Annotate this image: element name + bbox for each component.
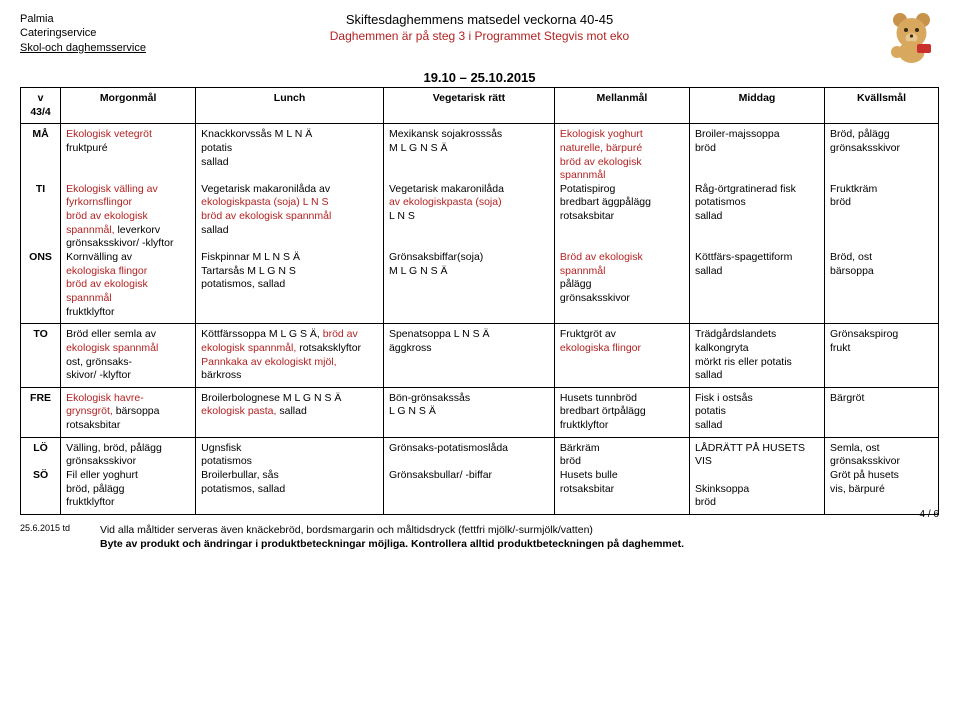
footer-line-2: Byte av produkt och ändringar i produktb…	[100, 537, 939, 551]
menu-cell: Fruktgröt avekologiska flingor	[554, 324, 689, 388]
table-row: FREEkologisk havre-grynsgröt, bärsopparo…	[21, 387, 939, 437]
menu-cell: UgnsfiskpotatismosBroilerbullar, såspota…	[196, 437, 384, 514]
menu-cell: LÅDRÄTT PÅ HUSETS VISSkinksoppabröd	[689, 437, 824, 514]
menu-cell: Mexikansk sojakrosssåsM L G N S ÄVegetar…	[383, 124, 554, 324]
teddy-bear-logo	[884, 8, 939, 63]
menu-cell: Bröd eller semla avekologisk spannmålost…	[61, 324, 196, 388]
menu-cell: Bröd, pålägggrönsaksskivorFruktkrämbrödB…	[824, 124, 938, 324]
menu-cell: Semla, ostgrönsaksskivorGröt på husetsvi…	[824, 437, 938, 514]
menu-cell: Broiler-majssoppabrödRåg-örtgratinerad f…	[689, 124, 824, 324]
footer: 4 / 6 25.6.2015 td Vid alla måltider ser…	[20, 523, 939, 551]
col-lunch: Lunch	[196, 88, 384, 124]
footer-date: 25.6.2015 td	[20, 523, 70, 533]
col-dinner: Middag	[689, 88, 824, 124]
day-cell: MÅTIONS	[21, 124, 61, 324]
menu-cell: Husets tunnbrödbredbart örtpåläggfruktkl…	[554, 387, 689, 437]
day-cell: LÖSÖ	[21, 437, 61, 514]
menu-cell: Spenatsoppa L N S Ääggkross	[383, 324, 554, 388]
menu-table: v 43/4 Morgonmål Lunch Vegetarisk rätt M…	[20, 87, 939, 515]
footer-text: Vid alla måltider serveras även knäckebr…	[100, 523, 939, 551]
col-evening: Kvällsmål	[824, 88, 938, 124]
table-header-row: v 43/4 Morgonmål Lunch Vegetarisk rätt M…	[21, 88, 939, 124]
col-week: v 43/4	[21, 88, 61, 124]
page-number: 4 / 6	[920, 509, 939, 520]
day-cell: TO	[21, 324, 61, 388]
day-cell: FRE	[21, 387, 61, 437]
menu-cell: Broilerbolognese M L G N S Äekologisk pa…	[196, 387, 384, 437]
menu-cell: Knackkorvssås M L N ÄpotatissalladVegeta…	[196, 124, 384, 324]
menu-cell: Välling, bröd, pålägggrönsaksskivorFil e…	[61, 437, 196, 514]
page-title: Skiftesdaghemmens matsedel veckorna 40-4…	[20, 12, 939, 27]
menu-cell: Köttfärssoppa M L G S Ä, bröd avekologis…	[196, 324, 384, 388]
menu-cell: Ekologisk yoghurtnaturelle, bärpurébröd …	[554, 124, 689, 324]
menu-cell: Bön-grönsakssåsL G N S Ä	[383, 387, 554, 437]
footer-line-1: Vid alla måltider serveras även knäckebr…	[100, 523, 939, 537]
table-row: LÖSÖVälling, bröd, pålägggrönsaksskivorF…	[21, 437, 939, 514]
table-row: TOBröd eller semla avekologisk spannmålo…	[21, 324, 939, 388]
header-center: Skiftesdaghemmens matsedel veckorna 40-4…	[20, 12, 939, 43]
menu-cell: Trädgårdslandetskalkongrytamörkt ris ell…	[689, 324, 824, 388]
page-subtitle: Daghemmen är på steg 3 i Programmet Steg…	[20, 29, 939, 43]
col-veg: Vegetarisk rätt	[383, 88, 554, 124]
menu-cell: Grönsakspirogfrukt	[824, 324, 938, 388]
header: Palmia Cateringservice Skol-och daghemss…	[20, 12, 939, 72]
table-row: MÅTIONSEkologisk vetegrötfruktpuréEkolog…	[21, 124, 939, 324]
date-range: 19.10 – 25.10.2015	[20, 70, 939, 85]
menu-cell: Ekologisk havre-grynsgröt, bärsopparotsa…	[61, 387, 196, 437]
menu-cell: Grönsaks-potatismoslådaGrönsaksbullar/ -…	[383, 437, 554, 514]
menu-cell: Fisk i ostsåspotatissallad	[689, 387, 824, 437]
col-snack: Mellanmål	[554, 88, 689, 124]
menu-cell: BärkrämbrödHusets bullerotsaksbitar	[554, 437, 689, 514]
col-morning: Morgonmål	[61, 88, 196, 124]
menu-cell: Bärgröt	[824, 387, 938, 437]
menu-cell: Ekologisk vetegrötfruktpuréEkologisk väl…	[61, 124, 196, 324]
